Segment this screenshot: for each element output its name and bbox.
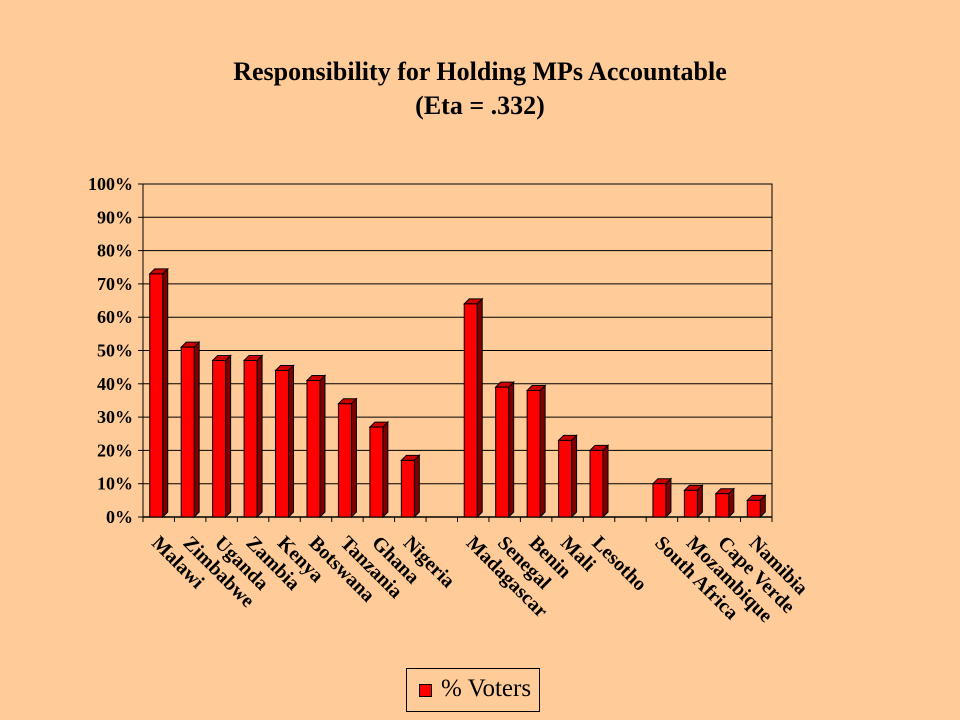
bar-side (413, 454, 420, 519)
y-tick-label: 70% (97, 274, 133, 294)
bar-side (508, 380, 515, 519)
bar (526, 389, 541, 518)
bar-side (319, 374, 326, 519)
bar (212, 359, 227, 518)
bar (369, 426, 384, 518)
bar-side (225, 354, 232, 519)
bar-side (288, 364, 295, 519)
y-tick-label: 50% (97, 341, 133, 361)
y-tick-label: 60% (97, 307, 133, 327)
bar (337, 403, 352, 518)
bar-side (476, 297, 483, 519)
bar (243, 359, 258, 518)
bar-side (350, 397, 357, 519)
y-tick-label: 100% (88, 174, 133, 194)
legend-swatch (419, 684, 432, 697)
bar (683, 489, 698, 518)
bar-side (162, 267, 169, 519)
y-tick-label: 0% (106, 507, 133, 527)
bar-side (602, 444, 609, 519)
legend-label: % Voters (441, 675, 532, 702)
bar (463, 303, 478, 518)
chart-subtitle: (Eta = .332) (415, 91, 545, 120)
y-tick-label: 30% (97, 407, 133, 427)
bar-side (382, 420, 389, 519)
chart-title-block: Responsibility for Holding MPs Accountab… (0, 55, 960, 123)
y-tick-label: 20% (97, 440, 133, 460)
y-tick-label: 10% (97, 474, 133, 494)
bar-side (256, 354, 263, 519)
bar-side (665, 477, 672, 519)
bar (306, 379, 321, 518)
chart-title: Responsibility for Holding MPs Accountab… (233, 57, 727, 86)
bar (715, 493, 730, 518)
bar (589, 449, 604, 518)
bar (180, 346, 195, 518)
y-tick-label: 40% (97, 374, 133, 394)
bar (275, 369, 290, 518)
bar (495, 386, 510, 518)
bar (558, 439, 573, 518)
y-tick-label: 90% (97, 207, 133, 227)
x-tick-label: Lesotho (587, 532, 650, 595)
bar (149, 273, 164, 518)
bar (652, 483, 667, 518)
bar-side (571, 434, 578, 519)
bar-side (193, 340, 200, 519)
bar-side (539, 384, 546, 519)
y-tick-label: 80% (97, 241, 133, 261)
bar (746, 499, 761, 518)
legend: % Voters (406, 668, 540, 712)
bar (400, 459, 415, 518)
